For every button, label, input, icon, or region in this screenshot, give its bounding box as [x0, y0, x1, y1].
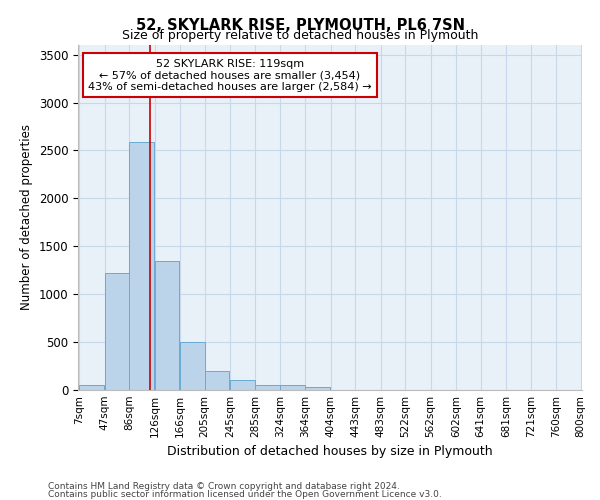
Text: 52 SKYLARK RISE: 119sqm  
← 57% of detached houses are smaller (3,454)
43% of se: 52 SKYLARK RISE: 119sqm ← 57% of detache…: [88, 58, 372, 92]
Bar: [205, 371, 229, 390]
Text: 52, SKYLARK RISE, PLYMOUTH, PL6 7SN: 52, SKYLARK RISE, PLYMOUTH, PL6 7SN: [136, 18, 464, 32]
Bar: [280, 385, 305, 390]
Text: Contains public sector information licensed under the Open Government Licence v3: Contains public sector information licen…: [48, 490, 442, 499]
Y-axis label: Number of detached properties: Number of detached properties: [20, 124, 33, 310]
Bar: [180, 342, 205, 390]
Bar: [129, 142, 154, 390]
Bar: [230, 380, 254, 390]
Bar: [79, 385, 104, 390]
Text: Size of property relative to detached houses in Plymouth: Size of property relative to detached ho…: [122, 29, 478, 42]
Bar: [255, 385, 280, 390]
Bar: [104, 273, 129, 390]
X-axis label: Distribution of detached houses by size in Plymouth: Distribution of detached houses by size …: [167, 446, 493, 458]
Text: Contains HM Land Registry data © Crown copyright and database right 2024.: Contains HM Land Registry data © Crown c…: [48, 482, 400, 491]
Bar: [305, 387, 330, 390]
Bar: [155, 260, 179, 390]
